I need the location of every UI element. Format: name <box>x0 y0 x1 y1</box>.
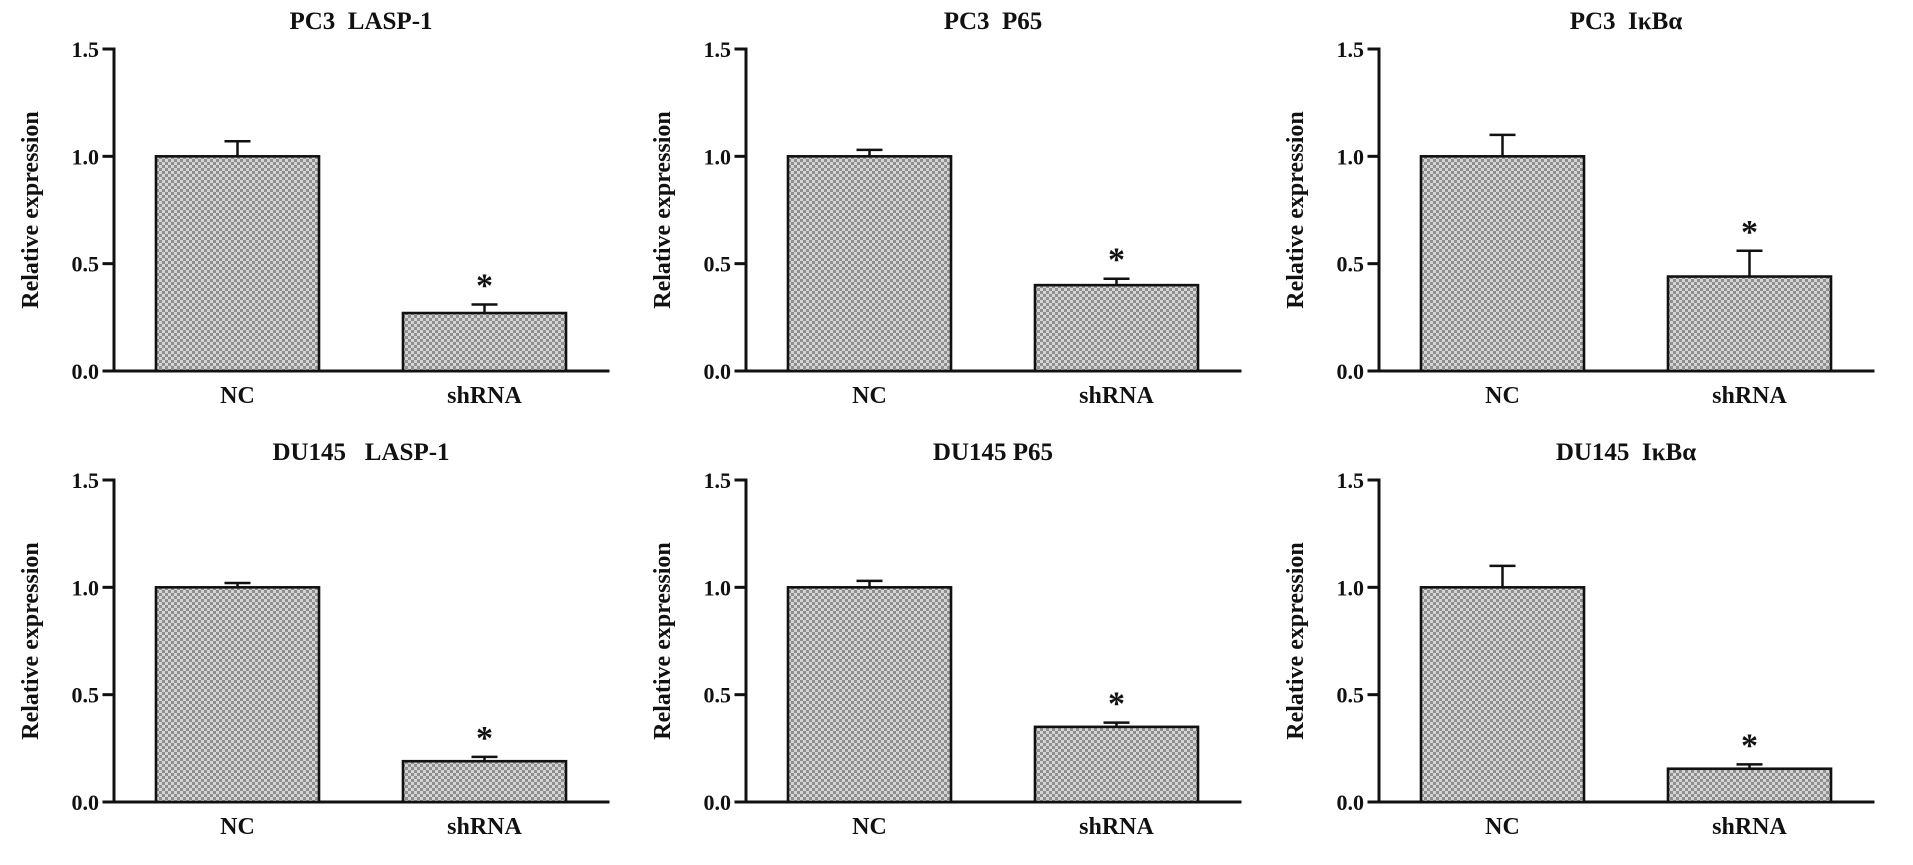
y-tick-label: 1.5 <box>72 37 100 62</box>
significance-asterisk: * <box>476 720 493 757</box>
chart-title: DU145 LASP-1 <box>273 439 450 466</box>
y-tick-label: 1.0 <box>1336 145 1364 170</box>
bar-nc <box>1419 155 1586 373</box>
chart-pc3-p65: PC3 P65 Relative expression 0.0 0.5 1.0 1.5 NC… <box>640 2 1272 433</box>
bar-shrna <box>1034 284 1200 373</box>
bar-chart-svg: PC3 P65 Relative expression 0.0 0.5 1.0 1.5 NC… <box>650 8 1242 409</box>
y-tick-label: 0.5 <box>72 682 100 707</box>
y-tick-label: 0.5 <box>704 682 732 707</box>
y-tick-label: 0.5 <box>1336 682 1364 707</box>
x-tick-label: NC <box>220 383 255 409</box>
significance-asterisk: * <box>1741 214 1758 251</box>
bar-shrna <box>1034 725 1200 804</box>
bar-shrna <box>1666 767 1833 804</box>
y-tick-label: 1.5 <box>72 468 100 493</box>
bar-chart-svg: DU145 IκBα Relative expression 0.0 0.5 1.0 1.… <box>1283 439 1875 840</box>
y-tick-label: 1.0 <box>72 145 100 170</box>
y-tick-label: 1.0 <box>704 145 732 170</box>
x-tick-label: shRNA <box>1712 814 1787 840</box>
x-tick-label: NC <box>853 814 888 840</box>
y-axis-label: Relative expression <box>18 111 44 309</box>
bar-chart-svg: DU145 P65 Relative expression 0.0 0.5 1.0 1.5… <box>650 439 1242 840</box>
y-tick-label: 0.0 <box>704 790 732 815</box>
bar-nc <box>787 585 953 804</box>
chart-du145-p65: DU145 P65 Relative expression 0.0 0.5 1.0 1.5… <box>640 433 1272 864</box>
y-axis-label: Relative expression <box>650 542 676 740</box>
y-axis-label: Relative expression <box>1283 542 1309 740</box>
x-tick-label: shRNA <box>1080 814 1155 840</box>
y-tick-label: 1.5 <box>1336 468 1364 493</box>
y-tick-label: 0.5 <box>704 252 732 277</box>
bar-nc <box>1419 585 1586 804</box>
y-tick-label: 0.0 <box>72 790 100 815</box>
y-axis-label: Relative expression <box>1283 111 1309 309</box>
significance-asterisk: * <box>476 268 493 305</box>
x-tick-label: NC <box>853 383 888 409</box>
chart-title: DU145 P65 <box>933 439 1053 466</box>
significance-asterisk: * <box>1108 685 1125 722</box>
y-tick-label: 0.5 <box>1336 252 1364 277</box>
y-tick-label: 1.5 <box>704 468 732 493</box>
significance-asterisk: * <box>1108 242 1125 279</box>
y-tick-label: 0.0 <box>704 359 732 384</box>
chart-pc3-ikba: PC3 IκBα Relative expression 0.0 0.5 1.0 1.5 N… <box>1273 2 1905 433</box>
chart-title: PC3 P65 <box>944 8 1043 35</box>
x-tick-label: shRNA <box>1080 383 1155 409</box>
x-tick-label: shRNA <box>447 814 522 840</box>
y-tick-label: 1.5 <box>1336 37 1364 62</box>
y-tick-label: 1.0 <box>704 575 732 600</box>
y-tick-label: 1.0 <box>72 575 100 600</box>
significance-asterisk: * <box>1741 727 1758 764</box>
y-tick-label: 0.5 <box>72 252 100 277</box>
x-tick-label: NC <box>1485 383 1520 409</box>
x-tick-label: shRNA <box>1712 383 1787 409</box>
y-axis-label: Relative expression <box>650 111 676 309</box>
chart-du145-lasp1: DU145 LASP-1 Relative expression 0.0 0.5 1.0… <box>8 433 640 864</box>
y-tick-label: 0.0 <box>72 359 100 384</box>
chart-pc3-lasp1: PC3 LASP-1 Relative expression 0.0 0.5 1.0 1.… <box>8 2 640 433</box>
y-tick-label: 1.5 <box>704 37 732 62</box>
bar-nc <box>154 585 321 804</box>
y-axis-label: Relative expression <box>18 542 44 740</box>
bar-nc <box>787 155 953 373</box>
bar-nc <box>154 155 321 373</box>
y-tick-label: 0.0 <box>1336 359 1364 384</box>
bar-chart-svg: PC3 IκBα Relative expression 0.0 0.5 1.0 1.5 N… <box>1283 8 1875 409</box>
y-tick-label: 0.0 <box>1336 790 1364 815</box>
x-tick-label: NC <box>1485 814 1520 840</box>
y-tick-label: 1.0 <box>1336 575 1364 600</box>
chart-title: PC3 LASP-1 <box>290 8 433 35</box>
chart-du145-ikba: DU145 IκBα Relative expression 0.0 0.5 1.0 1.… <box>1273 433 1905 864</box>
chart-title: PC3 IκBα <box>1570 8 1683 35</box>
x-tick-label: shRNA <box>447 383 522 409</box>
chart-title: DU145 IκBα <box>1556 439 1696 466</box>
bar-shrna <box>401 311 568 373</box>
bar-shrna <box>1666 275 1833 373</box>
x-tick-label: NC <box>220 814 255 840</box>
bar-chart-svg: DU145 LASP-1 Relative expression 0.0 0.5 1.0… <box>18 439 610 840</box>
bar-shrna <box>401 759 568 804</box>
bar-chart-svg: PC3 LASP-1 Relative expression 0.0 0.5 1.0 1.… <box>18 8 610 409</box>
